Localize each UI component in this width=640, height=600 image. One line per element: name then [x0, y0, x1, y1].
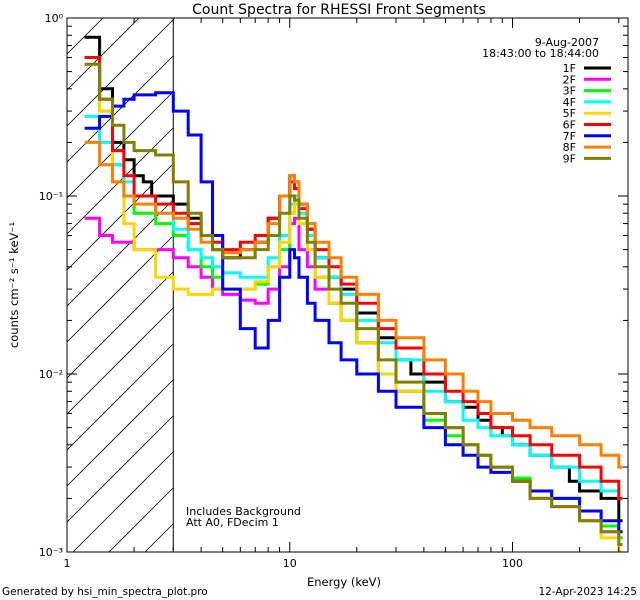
legend-label-2f: 2F [563, 73, 576, 86]
note-background: Includes Background [186, 505, 301, 518]
footer-timestamp: 12-Apr-2023 14:25 [538, 586, 637, 598]
series-3f-line [84, 56, 623, 540]
legend-label-4f: 4F [563, 96, 576, 109]
hatch-line [67, 91, 174, 199]
axis-ticks: 1 10 100 10⁰ 10⁻¹ 10⁻² 10⁻³ [39, 12, 628, 570]
legend-label-6f: 6F [563, 119, 576, 132]
x-tick-label: 10 [283, 557, 297, 570]
legend-label-1f: 1F [563, 62, 576, 75]
generated-by-text: Generated by hsi_min_spectra_plot.pro [2, 586, 208, 598]
observation-date: 9-Aug-2007 [535, 36, 599, 49]
series-1f-line [84, 35, 623, 523]
hatch-line [144, 523, 174, 552]
y-tick-label: 10⁻³ [39, 546, 63, 559]
note-attenuator: Att A0, FDecim 1 [186, 516, 279, 529]
hatch-line [67, 415, 174, 523]
legend-label-5f: 5F [563, 107, 576, 120]
hatch-line [67, 307, 174, 415]
hatch-line [67, 163, 174, 271]
hatch-line [67, 343, 174, 451]
y-tick-label: 10⁻² [39, 368, 63, 381]
y-axis-label: counts cm⁻² s⁻¹ keV⁻¹ [7, 222, 21, 348]
series-7f-line [84, 91, 623, 534]
legend-label-7f: 7F [563, 130, 576, 143]
series-8f-line [84, 140, 623, 469]
hatch-line [108, 487, 174, 552]
x-axis-label: Energy (keV) [307, 575, 381, 589]
hatch-line [67, 235, 174, 343]
legend-label-3f: 3F [563, 85, 576, 98]
hatch-line [67, 19, 174, 127]
legend-label-8f: 8F [563, 141, 576, 154]
hatch-line [67, 271, 174, 379]
hatch-line [67, 199, 174, 307]
hatched-region [67, 18, 174, 552]
plot-frame [66, 17, 629, 553]
hatch-line [72, 451, 174, 552]
observation-time-range: 18:43:00 to 18:44:00 [482, 47, 599, 60]
hatch-line [67, 18, 140, 91]
x-tick-label: 100 [502, 557, 523, 570]
series-layer [84, 35, 623, 552]
hatch-line [67, 379, 174, 487]
series-4f-line [84, 114, 623, 500]
y-tick-label: 10⁰ [45, 12, 64, 25]
y-tick-label: 10⁻¹ [39, 190, 63, 203]
series-5f-line [84, 62, 623, 552]
hatch-line [67, 55, 174, 163]
x-tick-label: 1 [64, 557, 71, 570]
legend-label-9f: 9F [563, 152, 576, 165]
chart-title: Count Spectra for RHESSI Front Segments [192, 2, 486, 18]
series-9f-line [84, 62, 623, 547]
